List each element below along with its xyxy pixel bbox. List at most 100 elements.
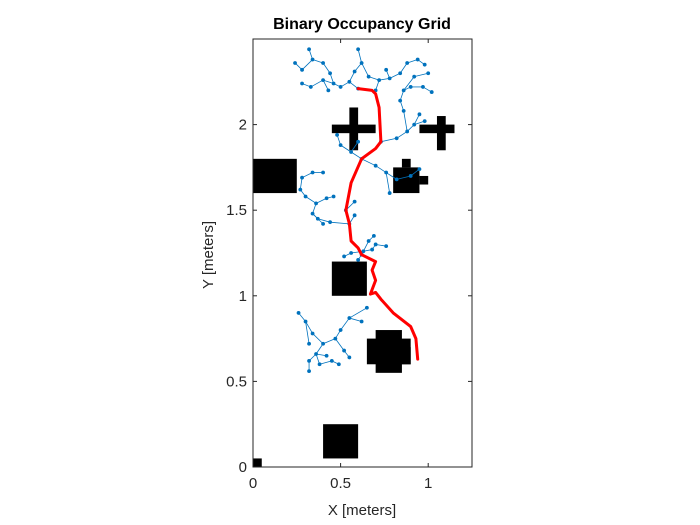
tree-edge — [305, 321, 313, 334]
tree-node — [364, 305, 369, 310]
tree-edge — [340, 144, 352, 153]
tree-edge — [399, 62, 408, 74]
tree-edge — [330, 221, 350, 225]
tree-edge — [396, 131, 408, 139]
tree-node — [384, 244, 389, 249]
tree-node — [307, 358, 311, 363]
tree-node — [314, 352, 318, 356]
tree-edge — [299, 177, 303, 190]
tree-edge — [414, 72, 429, 78]
tree-node — [371, 233, 376, 238]
tree-node — [422, 62, 427, 67]
tree-node — [315, 216, 320, 221]
tree-edge — [349, 71, 355, 82]
obstacle-cell — [419, 124, 455, 134]
tree-node — [417, 167, 422, 172]
tree-node — [429, 90, 434, 94]
tree-node — [347, 355, 352, 360]
tree-node — [324, 353, 329, 358]
tree-edge — [305, 196, 317, 204]
obstacle-cell — [323, 424, 359, 459]
tree-edge — [319, 360, 332, 365]
obstacle-cell — [331, 124, 376, 134]
tree-node — [412, 122, 417, 127]
tree-node — [415, 57, 420, 62]
tree-node — [359, 319, 364, 324]
tree-node — [426, 71, 431, 76]
tree-node — [338, 328, 343, 332]
x-tick-label: 0 — [249, 475, 257, 492]
tree-node — [310, 331, 315, 336]
tree-node — [417, 112, 422, 117]
tree-edge — [361, 62, 369, 77]
obstacle-cell — [253, 458, 262, 467]
tree-edge — [385, 172, 391, 194]
tree-node — [328, 71, 332, 76]
tree-node — [300, 175, 304, 180]
tree-node — [401, 109, 406, 113]
tree-edge — [305, 321, 310, 344]
tree-node — [347, 79, 352, 84]
tree-edge — [315, 197, 327, 204]
tree-node — [333, 336, 338, 341]
tree-node — [361, 249, 366, 254]
tree-node — [303, 194, 308, 199]
plot-background — [253, 39, 472, 467]
tree-edge — [301, 59, 313, 71]
tree-node — [370, 247, 375, 252]
tree-node — [349, 150, 354, 154]
tree-node — [373, 242, 378, 247]
tree-node — [307, 47, 311, 52]
tree-node — [398, 71, 403, 76]
tree-node — [384, 67, 389, 72]
tree-edge — [403, 76, 415, 91]
tree-edge — [413, 114, 420, 125]
tree-node — [421, 85, 425, 89]
tree-edge — [349, 317, 362, 322]
tree-node — [303, 319, 308, 324]
tree-edge — [361, 158, 376, 167]
tree-node — [336, 362, 341, 367]
tree-edge — [340, 317, 350, 331]
y-tick-label: 0.5 — [226, 373, 247, 390]
tree-node — [356, 139, 361, 144]
tree-node — [321, 341, 325, 346]
tree-node — [356, 47, 361, 52]
tree-node — [321, 78, 325, 82]
tree-node — [300, 67, 304, 72]
x-axis-label: X [meters] — [328, 502, 396, 519]
tree-node — [308, 85, 313, 89]
tree-node — [347, 316, 352, 320]
tree-node — [293, 61, 297, 65]
tree-node — [307, 341, 311, 346]
obstacle-cell — [419, 175, 429, 185]
tree-node — [310, 57, 315, 62]
axes-box — [252, 38, 473, 468]
tree-edge — [315, 343, 324, 355]
tree-edge — [322, 79, 329, 91]
tree-node — [321, 221, 325, 226]
tree-node — [331, 194, 336, 199]
y-tick-label: 1 — [239, 288, 247, 305]
tree-edge — [389, 72, 401, 79]
tree-edge — [396, 175, 411, 180]
tree-edge — [357, 49, 363, 64]
x-tick-label: 1 — [424, 475, 432, 492]
tree-node — [326, 88, 331, 93]
tree-node — [342, 254, 347, 259]
tree-node — [324, 196, 329, 201]
tree-node — [310, 170, 315, 175]
tree-node — [405, 61, 410, 65]
tree-node — [349, 251, 354, 255]
tree-node — [408, 85, 413, 89]
planned-path — [344, 87, 420, 361]
tree-edge — [350, 151, 362, 160]
tree-node — [338, 85, 343, 89]
tree-node — [352, 213, 357, 218]
tree-edge — [363, 240, 369, 252]
tree-node — [307, 369, 311, 374]
chart-title: Binary Occupancy Grid — [273, 16, 451, 33]
tree-edge — [317, 218, 331, 223]
tree-node — [366, 239, 371, 243]
